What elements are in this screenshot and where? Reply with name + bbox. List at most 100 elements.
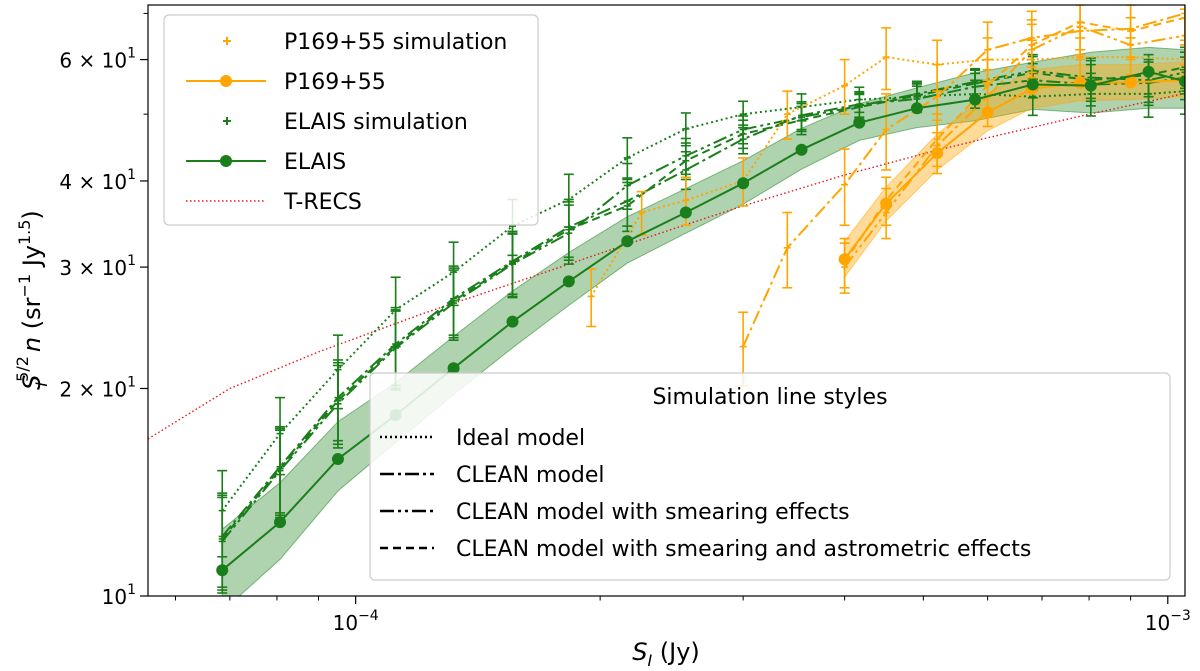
- p169-ideal-marker: [638, 209, 646, 217]
- elais-point: [910, 102, 923, 115]
- p169-astro-marker: [1076, 18, 1084, 26]
- p169-point: [880, 197, 893, 210]
- elais-astro-marker: [392, 343, 400, 351]
- elais-astro-marker: [218, 535, 226, 543]
- p169-astro-marker: [933, 135, 941, 143]
- elais-astro-marker: [450, 297, 458, 305]
- legend-entry: ELAIS simulation: [223, 110, 468, 135]
- elais-ideal-marker: [682, 125, 690, 133]
- legend-entry-label: T-RECS: [283, 190, 362, 215]
- elais-point: [506, 315, 519, 328]
- p169-point: [931, 147, 944, 160]
- legend-style-entry: CLEAN model with smearing and astrometri…: [380, 537, 1031, 562]
- p169-ideal-marker: [1181, 56, 1185, 64]
- legend-line-styles: Simulation line styles Ideal model CLEAN m…: [369, 372, 1171, 581]
- p169-clean-marker: [882, 126, 890, 134]
- p169-clean-errorbar: [1180, 5, 1185, 42]
- p169-clean-marker: [739, 343, 747, 351]
- legend-style-entry: Ideal model: [380, 426, 585, 451]
- elais-ideal-marker: [1181, 87, 1185, 95]
- elais-point: [795, 143, 808, 156]
- elais-point: [274, 516, 287, 529]
- legend-style-label: CLEAN model: [456, 463, 605, 488]
- elais-point: [737, 177, 750, 190]
- p169-smear-errorbar: [1180, 8, 1185, 66]
- elais-point: [562, 275, 575, 288]
- p169-astro-errorbar: [1180, 5, 1185, 46]
- p169-measured-line: [843, 79, 1185, 260]
- legend-style-label: Ideal model: [456, 426, 585, 451]
- legend-entry: T-RECS: [186, 190, 362, 215]
- elais-point: [1142, 65, 1155, 78]
- elais-ideal-line: [221, 90, 1185, 512]
- p169-point: [1074, 76, 1087, 89]
- legend-main-frame: [163, 14, 539, 226]
- p169-clean-marker: [933, 93, 941, 101]
- elais-astro-errorbar: [1180, 46, 1185, 90]
- y-tick-label: 101: [102, 582, 136, 609]
- p169-astro-line: [843, 16, 1185, 263]
- elais-ideal-errorbar: [1180, 68, 1185, 115]
- legend-entry-label: ELAIS simulation: [284, 110, 468, 135]
- p169-astro-marker: [984, 82, 992, 90]
- plot-frame: [147, 4, 1186, 597]
- elais-smear-marker: [1181, 68, 1185, 76]
- p169-ideal-marker: [587, 292, 595, 300]
- p169-astro-marker: [1028, 41, 1036, 49]
- elais-astro-marker: [565, 226, 573, 234]
- elais-astro-marker: [509, 259, 517, 267]
- y-tick-label: 6 × 101: [59, 46, 136, 73]
- p169-clean-marker: [1181, 9, 1185, 17]
- elais-ideal-marker: [623, 154, 631, 162]
- elais-point: [447, 362, 460, 375]
- legend-style-entry: CLEAN model: [380, 463, 605, 488]
- legend-styles-frame: [369, 372, 1171, 581]
- elais-astro-marker: [276, 465, 284, 473]
- elais-astro-marker: [623, 202, 631, 210]
- p169-ideal-marker: [882, 53, 890, 61]
- y-axis-label: SI5/2n (sr−1 Jy1.5): [13, 210, 51, 390]
- p169-clean-marker: [783, 244, 791, 252]
- legend-style-entry: CLEAN model with smearing effects: [380, 500, 850, 525]
- p169-smear-line: [843, 25, 1185, 268]
- y-tick-label: 4 × 101: [59, 167, 136, 194]
- p169-smear-marker: [1181, 32, 1185, 40]
- elais-point: [1179, 75, 1185, 88]
- elais-point: [679, 206, 692, 219]
- elais-astro-marker: [971, 79, 979, 87]
- elais-astro-marker: [913, 92, 921, 100]
- legend-entry: P169+55: [186, 70, 386, 95]
- p169-clean-line: [742, 12, 1185, 348]
- p169-ideal-marker: [682, 196, 690, 204]
- legend-entry-label: ELAIS: [284, 150, 346, 175]
- elais-astro-marker: [855, 103, 863, 111]
- p169-point: [1124, 76, 1137, 89]
- y-tick-label: 3 × 101: [59, 253, 136, 280]
- p169-clean-marker: [841, 181, 849, 189]
- legend-style-label: CLEAN model with smearing effects: [456, 500, 850, 525]
- x-tick-label: 10−4: [333, 608, 379, 635]
- p169-astro-marker: [1127, 27, 1135, 35]
- x-tick-label: 10−3: [1145, 608, 1191, 635]
- elais-astro-marker: [334, 397, 342, 405]
- elais-point: [853, 116, 866, 129]
- elais-astro-marker: [682, 157, 690, 165]
- elais-point: [969, 93, 982, 106]
- elais-point: [1026, 78, 1039, 91]
- p169-point: [981, 106, 994, 119]
- elais-point: [216, 564, 229, 577]
- legend-style-label: CLEAN model with smearing and astrometri…: [456, 537, 1031, 562]
- legend-main: P169+55 simulation P169+55 ELAIS simulatio…: [163, 14, 539, 226]
- elais-smear-errorbar: [1180, 51, 1185, 95]
- legend-styles-title: Simulation line styles: [652, 385, 887, 410]
- elais-astro-line: [221, 66, 1185, 540]
- elais-point: [331, 453, 344, 466]
- legend-entry: ELAIS: [186, 150, 346, 175]
- p169-point: [838, 253, 851, 266]
- p169-ideal-marker: [783, 110, 791, 118]
- p169-astro-marker: [1181, 14, 1185, 22]
- plot-area: [148, 5, 1185, 596]
- axes: 10−4 10−3 101 2 × 101 3 × 101 4 × 101 6 × 101: [59, 12, 1191, 635]
- p169-clean-marker: [984, 46, 992, 54]
